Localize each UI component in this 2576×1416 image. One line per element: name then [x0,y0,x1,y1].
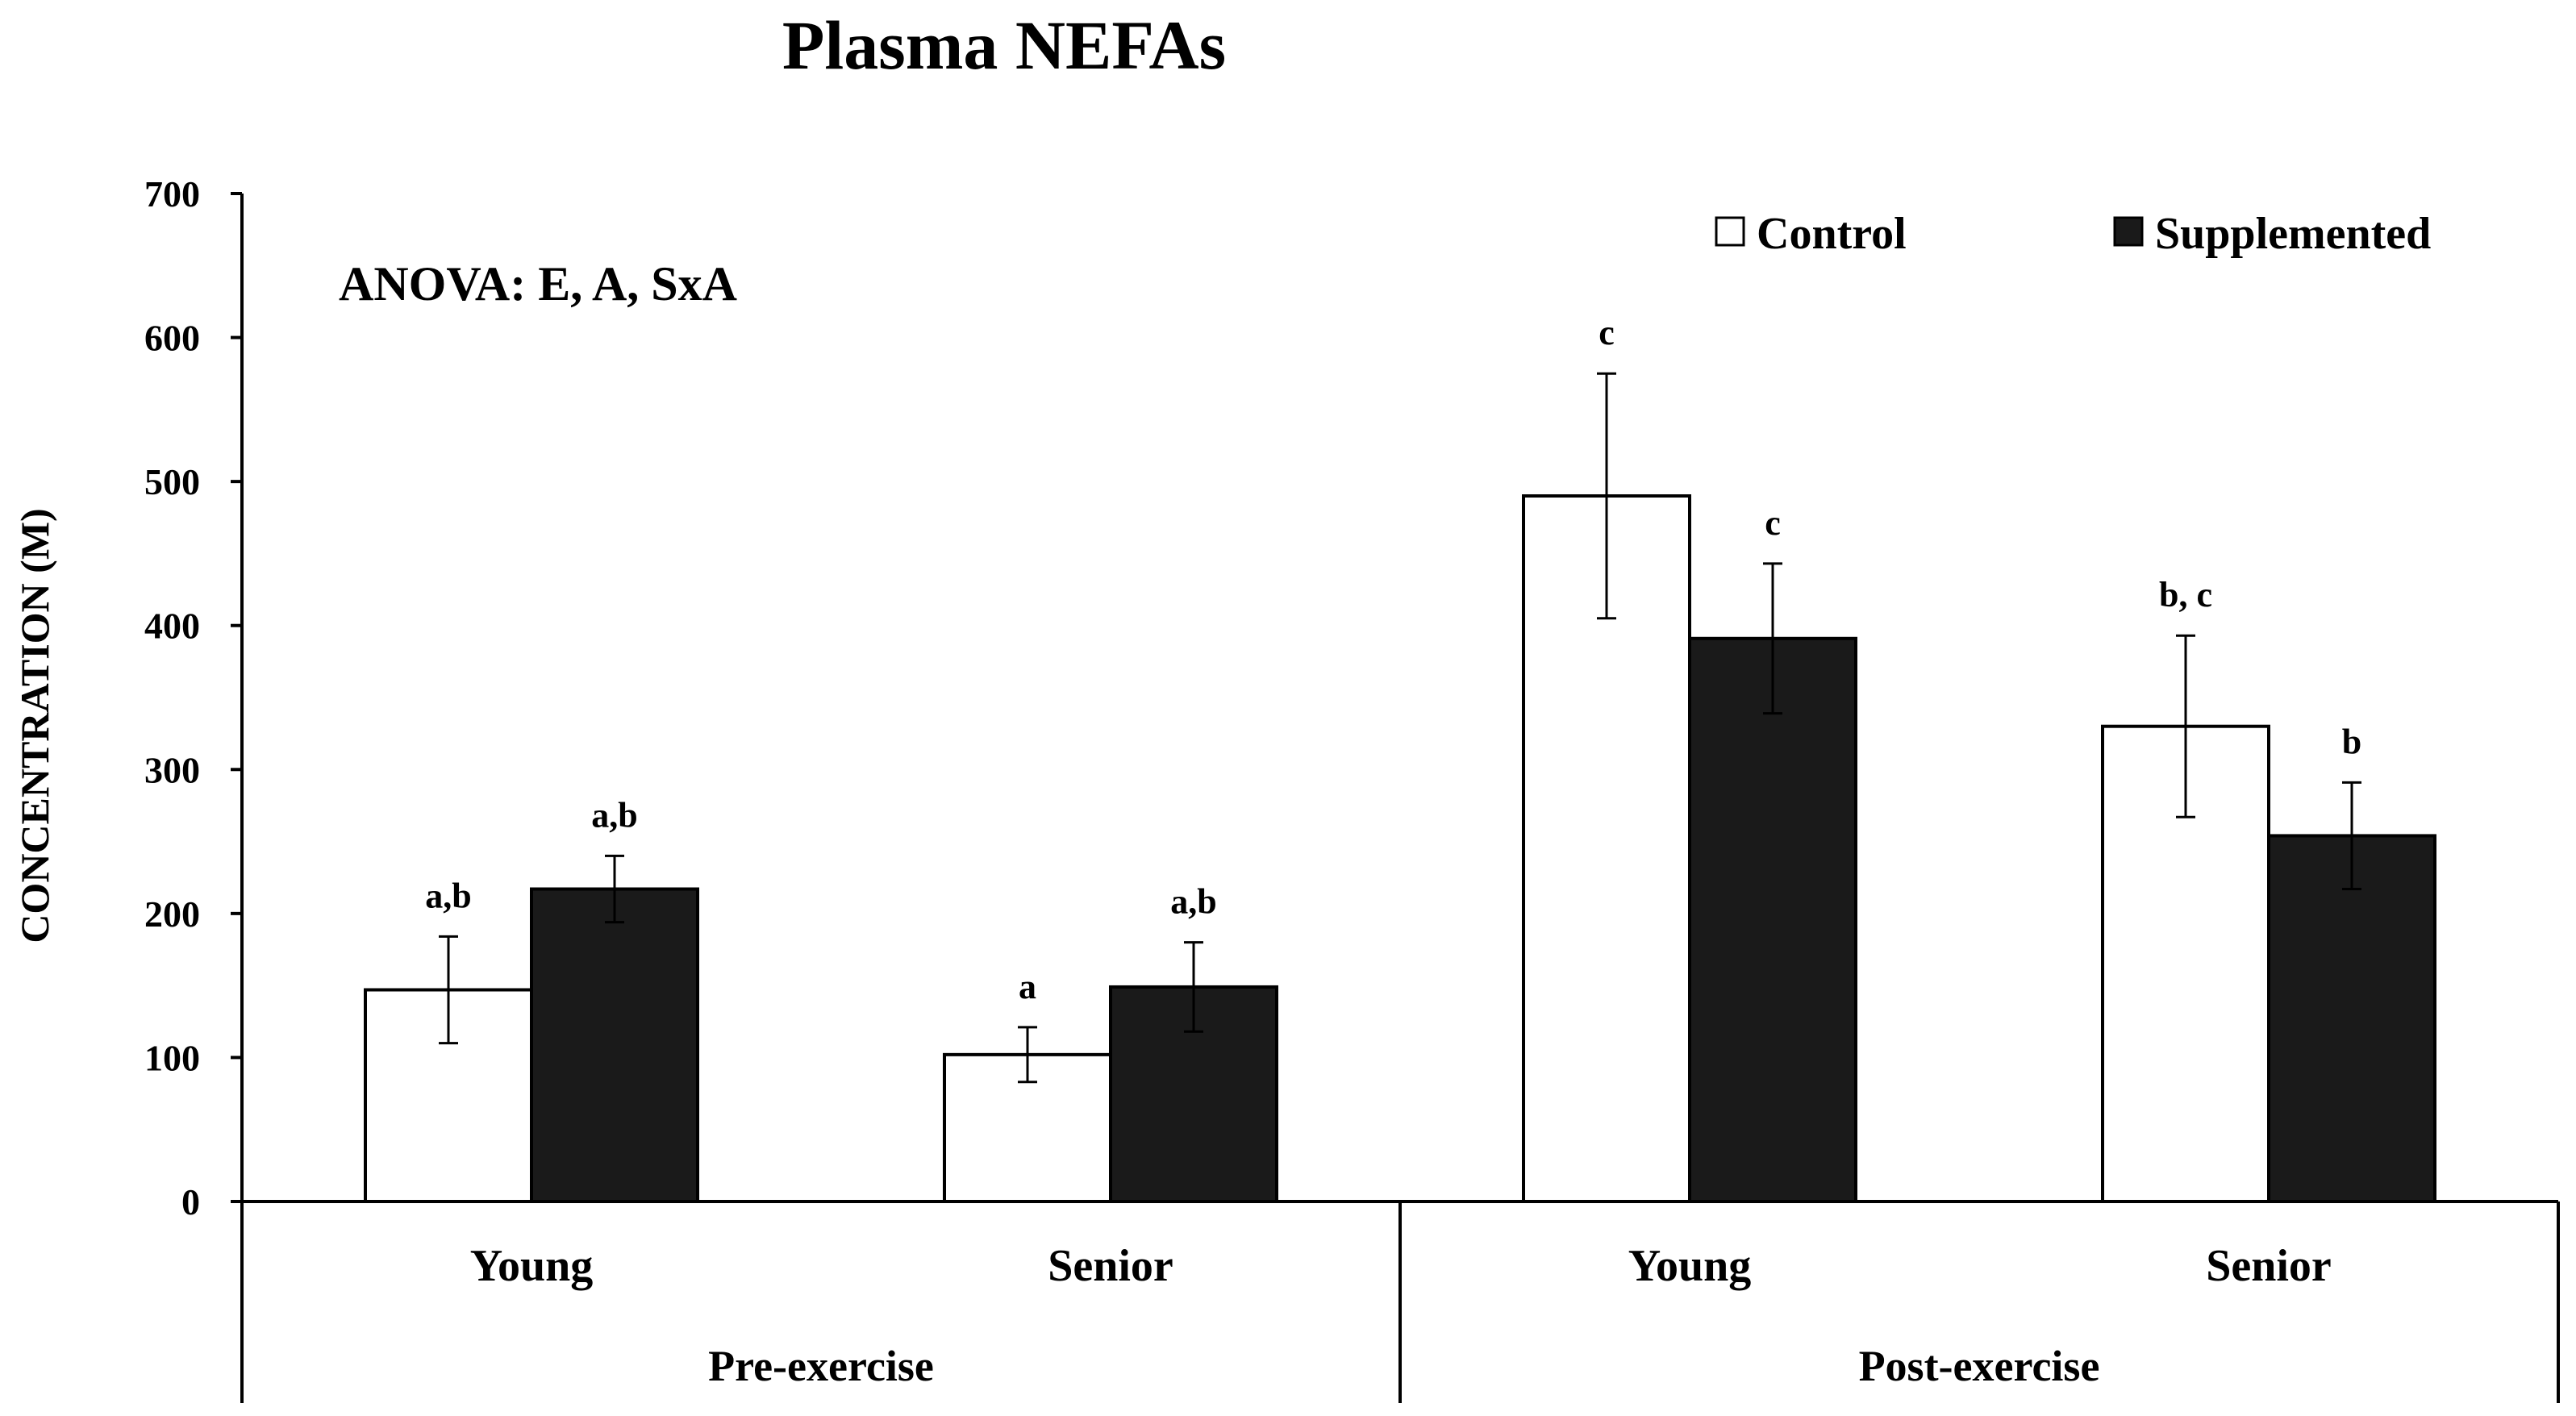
group-label: Post-exercise [1859,1342,2100,1390]
bar-supplemented [1688,636,1857,1203]
legend: Control Supplemented [1715,209,2431,259]
y-tick-label: 600 [144,318,200,359]
legend-label-control: Control [1757,209,1907,259]
y-tick-label: 0 [181,1181,200,1222]
bars-layer: a,b a,b a a,b c c b, c b [364,313,2436,1204]
legend-swatch-supplemented [2113,216,2144,247]
significance-label-control: a [1019,967,1036,1006]
y-tick-label: 300 [144,749,200,790]
significance-label-supplemented: c [1765,503,1781,543]
y-tick-label: 200 [144,893,200,935]
significance-label-supplemented: b [2342,722,2361,761]
y-axis-label: CONCENTRATION (M) [12,508,57,943]
chart-title: Plasma NEFAs [782,6,1226,84]
axes-layer: 0 100 200 300 400 500 600 700 Pre-exercise Post-e… [144,173,2560,1403]
significance-label-supplemented: a,b [1170,882,1216,922]
y-tick-label: 700 [144,173,200,214]
y-tick-label: 500 [144,461,200,502]
anova-annotation: ANOVA: E, A, SxA [339,257,737,310]
significance-label-control: b, c [2159,575,2212,614]
y-tick-label: 100 [144,1037,200,1078]
x-tick-label: Young [1628,1241,1752,1291]
significance-label-control: c [1599,313,1615,352]
legend-label-supplemented: Supplemented [2155,209,2431,259]
x-tick-label: Senior [1048,1241,1173,1291]
bar-supplemented [2267,834,2436,1204]
bar-supplemented [530,887,699,1203]
significance-label-supplemented: a,b [591,795,637,835]
group-label: Pre-exercise [708,1342,934,1390]
x-tick-label: Senior [2206,1241,2332,1291]
x-tick-label: Young [470,1241,594,1291]
legend-swatch-control [1715,216,1745,247]
y-tick-label: 400 [144,606,200,647]
significance-label-control: a,b [425,876,471,915]
